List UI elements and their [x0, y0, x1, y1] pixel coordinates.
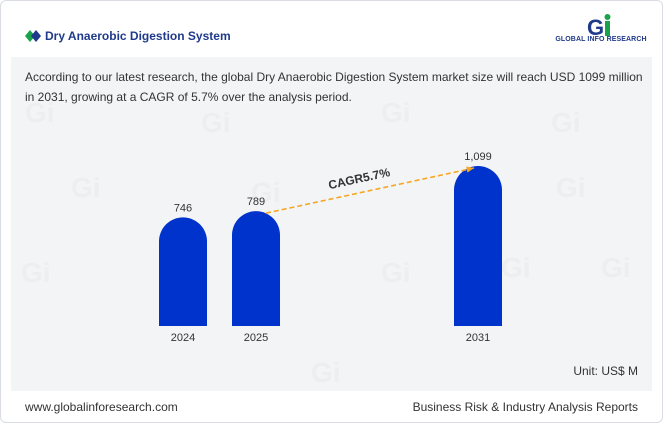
bar-2024	[159, 217, 207, 326]
value-label-2025: 789	[247, 196, 265, 208]
cagr-arrow-line	[265, 167, 475, 214]
header: Dry Anaerobic Digestion System G GLOBAL …	[1, 1, 662, 53]
cagr-label: CAGR5.7%	[327, 165, 392, 192]
category-label-2031: 2031	[466, 332, 490, 344]
unit-label: Unit: US$ M	[573, 364, 638, 378]
bar-2031	[454, 166, 502, 326]
gir-logo-icon: G	[587, 14, 611, 40]
category-label-2025: 2025	[244, 332, 268, 344]
page-title: Dry Anaerobic Digestion System	[45, 29, 231, 43]
svg-text:G: G	[587, 15, 604, 40]
description-text: According to our latest research, the gl…	[25, 70, 643, 104]
diamond-icon	[25, 30, 41, 42]
value-label-2031: 1,099	[464, 151, 492, 163]
cagr-arrow-head	[466, 166, 474, 173]
website-link[interactable]: www.globalinforesearch.com	[25, 400, 178, 414]
logo-text: GLOBAL INFO RESEARCH	[555, 36, 647, 43]
category-label-2024: 2024	[171, 332, 195, 344]
footer-tagline: Business Risk & Industry Analysis Report…	[412, 400, 638, 414]
chart-panel: Gi Gi Gi Gi Gi Gi Gi Gi Gi Gi Gi Gi	[11, 57, 652, 391]
value-label-2024: 746	[174, 202, 192, 214]
bar-2025	[232, 211, 280, 326]
